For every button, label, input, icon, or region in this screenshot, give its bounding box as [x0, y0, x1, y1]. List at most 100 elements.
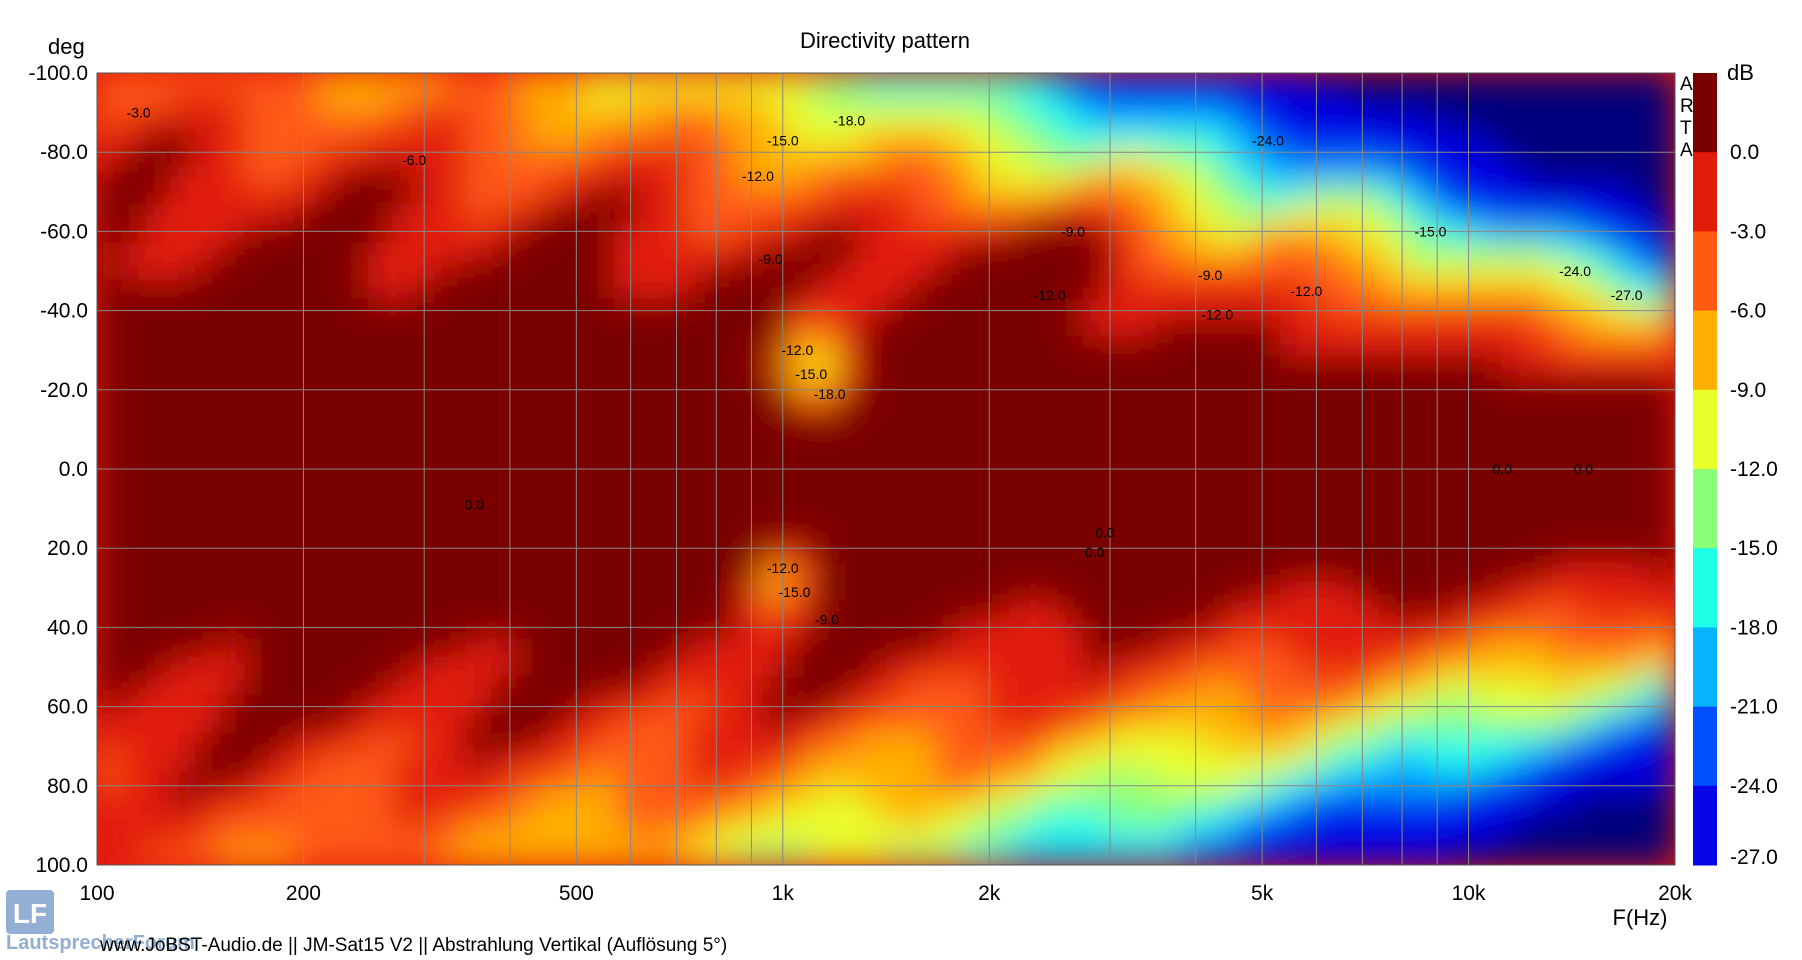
heat-cell: [1132, 581, 1158, 602]
heat-cell: [1526, 298, 1553, 319]
heat-cell: [1378, 543, 1405, 564]
heat-cell: [1625, 336, 1651, 357]
heat-cell: [1477, 675, 1503, 696]
heat-cell: [1255, 374, 1281, 395]
heat-cell: [860, 619, 887, 640]
heat-cell: [860, 73, 887, 93]
heat-cell: [1304, 204, 1331, 225]
heat-cell: [1008, 826, 1035, 847]
heat-cell: [1230, 166, 1257, 187]
heat-cell: [1058, 110, 1084, 131]
heat-cell: [1008, 110, 1035, 131]
heat-cell: [343, 317, 369, 338]
heat-cell: [466, 770, 492, 791]
heat-cell: [885, 73, 912, 93]
heat-cell: [1033, 751, 1060, 772]
footer-caption: www.JoBST-Audio.de || JM-Sat15 V2 || Abs…: [100, 935, 728, 956]
heat-cell: [984, 73, 1010, 93]
heat-cell: [688, 336, 714, 357]
heat-cell: [195, 506, 221, 527]
heat-cell: [984, 468, 1010, 489]
heat-cell: [589, 204, 616, 225]
heat-cell: [737, 600, 764, 621]
heat-cell: [1058, 185, 1084, 206]
heat-cell: [170, 110, 197, 131]
plot-frame: [96, 72, 1676, 866]
heat-cell: [195, 826, 221, 847]
heat-cell: [244, 374, 271, 395]
heat-cell: [466, 298, 492, 319]
heat-cell: [737, 789, 764, 809]
heat-cell: [836, 789, 862, 809]
heat-cell: [589, 770, 616, 791]
heat-cell: [219, 562, 246, 583]
heat-cell: [614, 279, 640, 300]
heat-cell: [1403, 506, 1429, 527]
heat-cell: [959, 166, 986, 187]
heat-cell: [269, 279, 295, 300]
heat-cell: [762, 317, 788, 338]
heat-cell: [195, 600, 221, 621]
heat-cell: [1526, 600, 1553, 621]
heat-cell: [1304, 336, 1331, 357]
heat-cell: [318, 675, 345, 696]
heat-cell: [1329, 393, 1355, 413]
heat-cell: [1304, 807, 1331, 828]
heat-cell: [1156, 430, 1183, 451]
heat-cell: [910, 279, 936, 300]
heat-cell: [417, 487, 443, 508]
heat-cell: [811, 73, 838, 93]
heat-cell: [1255, 279, 1281, 300]
heat-cell: [121, 826, 147, 847]
heat-cell: [417, 638, 443, 659]
heat-cell: [540, 73, 566, 93]
heat-cell: [1206, 279, 1232, 300]
heat-cell: [1255, 468, 1281, 489]
heat-cell: [367, 298, 394, 319]
heat-cell: [1526, 374, 1553, 395]
heat-cell: [1304, 789, 1331, 809]
heat-cell: [1107, 732, 1134, 753]
heat-cell: [269, 751, 295, 772]
heat-cell: [392, 204, 419, 225]
heat-cell: [910, 355, 936, 376]
heat-cell: [121, 279, 147, 300]
heat-cell: [491, 826, 517, 847]
heat-cell: [836, 506, 862, 527]
heat-cell: [1600, 675, 1627, 696]
heat-cell: [1230, 336, 1257, 357]
contour-label: -12.0: [1201, 307, 1233, 323]
heat-cell: [1600, 600, 1627, 621]
heat-cell: [1156, 732, 1183, 753]
heat-cell: [885, 694, 912, 715]
heat-cell: [1082, 468, 1109, 489]
heat-cell: [515, 807, 542, 828]
heat-cell: [737, 543, 764, 564]
heat-cell: [934, 204, 961, 225]
heat-cell: [984, 638, 1010, 659]
heat-cell: [984, 675, 1010, 696]
heat-cell: [1230, 147, 1257, 168]
heat-cell: [97, 317, 123, 338]
heat-cell: [1230, 242, 1257, 263]
heat-cell: [1452, 355, 1479, 376]
heat-cell: [318, 789, 345, 809]
heat-cell: [441, 355, 468, 376]
heat-cell: [1329, 751, 1355, 772]
heat-cell: [1526, 487, 1553, 508]
heat-cell: [1033, 129, 1060, 149]
heat-cell: [1181, 789, 1208, 809]
heat-cell: [638, 543, 665, 564]
heat-cell: [1156, 675, 1183, 696]
heat-cell: [1477, 826, 1503, 847]
heat-cell: [712, 789, 739, 809]
heat-cell: [491, 525, 517, 545]
heat-cell: [417, 543, 443, 564]
heat-cell: [984, 807, 1010, 828]
heat-cell: [1551, 73, 1577, 93]
heat-cell: [1008, 147, 1035, 168]
heat-cell: [121, 638, 147, 659]
heat-cell: [1427, 279, 1454, 300]
heat-cell: [417, 826, 443, 847]
heat-cell: [441, 713, 468, 734]
